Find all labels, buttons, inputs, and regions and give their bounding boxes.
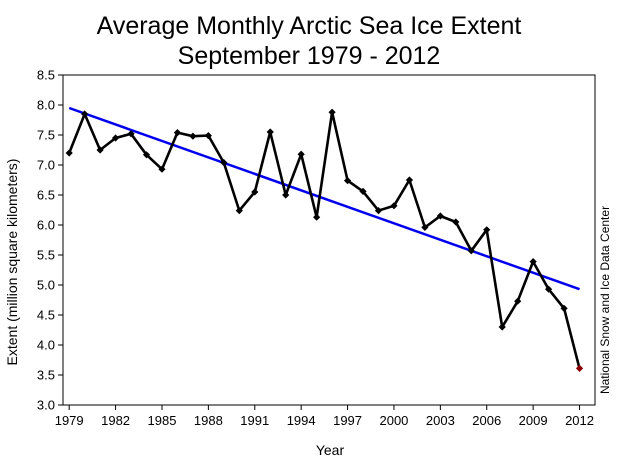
extent-line — [67, 110, 581, 369]
data-point — [266, 128, 274, 136]
x-tick-label: 2009 — [519, 413, 548, 428]
trend-line-segment — [68, 106, 580, 291]
data-point — [251, 188, 259, 196]
data-point — [111, 134, 120, 142]
data-point — [421, 223, 429, 231]
data-point — [452, 218, 460, 226]
y-axis: 3.0 3.5 4.0 4.5 5.0 5.5 6.0 6.5 7.0 7.5 8.0 8.5 — [37, 68, 63, 413]
data-point — [359, 187, 367, 195]
x-tick-label: 2006 — [472, 413, 501, 428]
trend-line — [68, 106, 580, 291]
data-point-highlight — [575, 364, 584, 372]
data-point — [81, 110, 89, 118]
y-tick-label: 3.0 — [37, 398, 55, 413]
x-tick-label: 1982 — [101, 413, 130, 428]
data-point — [65, 149, 73, 157]
data-point — [189, 132, 197, 140]
data-point — [483, 226, 491, 234]
data-point — [514, 297, 522, 305]
data-point — [529, 258, 537, 266]
plot-area — [62, 74, 596, 406]
x-tick-label: 2012 — [565, 413, 594, 428]
y-tick-label: 5.0 — [37, 278, 55, 293]
x-tick-label: 2003 — [426, 413, 455, 428]
data-point — [282, 191, 290, 199]
source-label: National Snow and Ice Data Center — [598, 206, 612, 394]
x-axis-label: Year — [316, 442, 345, 458]
x-tick-label: 1991 — [240, 413, 269, 428]
y-tick-label: 8.5 — [37, 68, 55, 83]
extent-series — [65, 108, 584, 372]
x-tick-label: 1985 — [148, 413, 177, 428]
data-point — [343, 177, 352, 185]
data-point — [498, 323, 506, 331]
y-tick-label: 4.5 — [37, 308, 55, 323]
data-point — [560, 304, 568, 312]
x-tick-label: 1997 — [333, 413, 362, 428]
y-tick-label: 8.0 — [37, 98, 55, 113]
data-point — [220, 159, 228, 167]
x-tick-label: 1988 — [194, 413, 223, 428]
data-point — [436, 212, 444, 220]
data-point — [328, 108, 336, 116]
data-point — [390, 202, 398, 210]
x-tick-label: 1979 — [55, 413, 84, 428]
data-point — [96, 146, 104, 154]
data-point — [297, 150, 305, 158]
y-axis-label: Extent (million square kilometers) — [4, 159, 20, 366]
x-tick-label: 1994 — [287, 413, 316, 428]
data-point — [158, 165, 166, 173]
data-point — [127, 130, 135, 138]
y-tick-label: 3.5 — [37, 368, 55, 383]
data-point — [173, 129, 182, 137]
data-point — [374, 207, 383, 215]
data-point — [235, 207, 243, 215]
y-tick-label: 4.0 — [37, 338, 55, 353]
data-point — [405, 176, 414, 184]
chart-title-line-2: September 1979 - 2012 — [178, 42, 441, 70]
data-point — [204, 132, 212, 140]
y-tick-label: 7.5 — [37, 128, 55, 143]
data-point — [545, 285, 553, 293]
y-tick-label: 7.0 — [37, 158, 55, 173]
data-point — [313, 213, 321, 221]
y-tick-label: 5.5 — [37, 248, 55, 263]
x-axis: 1979 1982 1985 1988 1991 1994 1997 2000 2003 2006… — [55, 405, 594, 428]
y-tick-label: 6.5 — [37, 188, 55, 203]
y-tick-label: 6.0 — [37, 218, 55, 233]
data-point — [142, 151, 151, 159]
chart-title-line-1: Average Monthly Arctic Sea Ice Extent — [97, 12, 522, 40]
data-point — [467, 247, 475, 255]
x-tick-label: 2000 — [379, 413, 408, 428]
